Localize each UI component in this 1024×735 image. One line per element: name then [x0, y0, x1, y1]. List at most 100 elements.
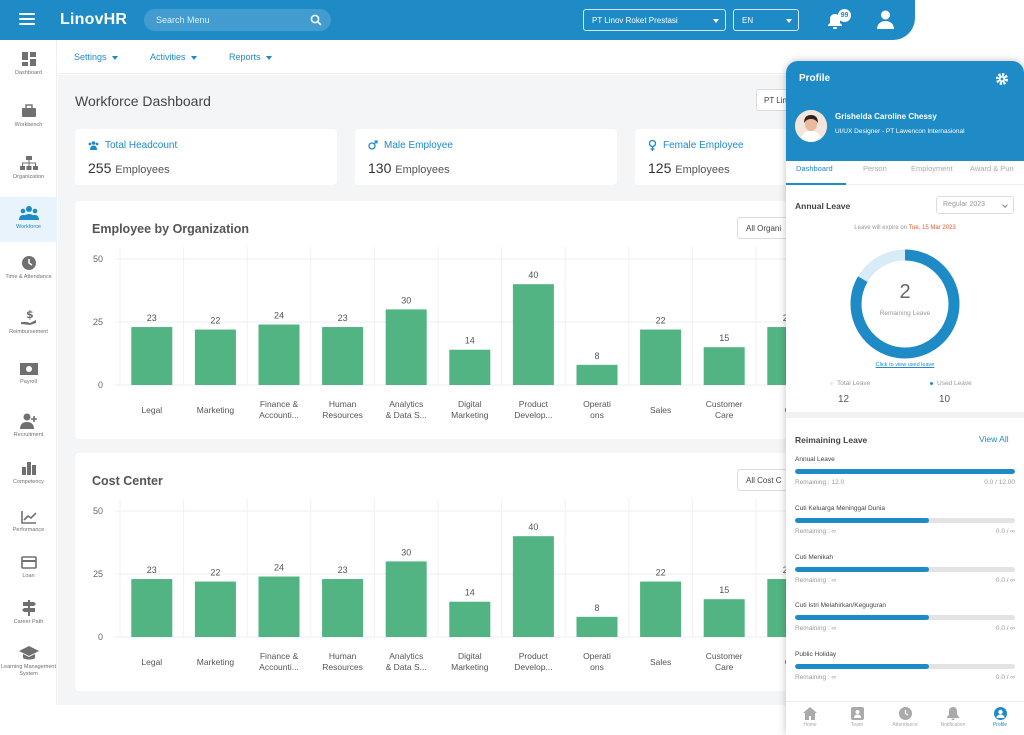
annual-leave-label: Annual Leave: [795, 201, 851, 211]
x-tick-label: Finance &: [260, 399, 299, 409]
x-tick-label: Product: [519, 651, 549, 661]
search-input[interactable]: Search Menu: [144, 9, 331, 31]
data-label: 30: [401, 547, 411, 557]
activities-menu[interactable]: Activities: [150, 52, 197, 62]
leave-item: Cuti Istri Melahirkan/Keguguran Remaining…: [795, 602, 1015, 632]
nav-team[interactable]: Team: [833, 707, 881, 728]
sidebar-item-label: Workforce: [16, 224, 41, 230]
x-tick-label: Legal: [141, 657, 162, 667]
sidebar-item-time-attendance[interactable]: Time & Attendance: [0, 255, 57, 295]
sidebar-item-dashboard[interactable]: Dashboard: [0, 48, 57, 88]
sidebar-item-workforce[interactable]: Workforce: [0, 197, 57, 242]
remaining-leave-label: Remaining Leave: [879, 310, 931, 317]
card-value: 255: [88, 160, 112, 176]
bar: [703, 599, 745, 637]
data-label: 15: [719, 333, 729, 343]
menu-icon[interactable]: [19, 13, 35, 25]
svg-text:$: $: [26, 308, 34, 321]
sidebar-item-label: Organization: [12, 174, 45, 180]
leave-used: 0.0 / ∞: [995, 625, 1015, 633]
chevron-down-icon: [786, 19, 792, 23]
sidebar-item-loan[interactable]: Loan: [0, 556, 57, 596]
x-tick-label: Develop...: [514, 410, 552, 420]
company-select[interactable]: PT Linov Roket Prestasi: [583, 9, 726, 31]
summary-card-female-employee: Female Employee 125 Employees: [635, 129, 795, 185]
nav-home[interactable]: Home: [786, 707, 834, 728]
language-select-value: EN: [742, 16, 754, 25]
sidebar-item-recruitment[interactable]: Recruitment: [0, 413, 57, 453]
workforce-icon: [18, 206, 39, 220]
tab-dashboard[interactable]: Dashboard: [796, 164, 833, 173]
used-leave-legend: Used Leave: [930, 380, 972, 387]
sidebar-item-career-path[interactable]: Career Path: [0, 600, 57, 640]
nav-profile[interactable]: Profile: [976, 707, 1024, 728]
nav-notification[interactable]: Notification: [929, 707, 977, 728]
bar: [131, 327, 173, 385]
leave-remaining: Remaining : ∞: [795, 625, 837, 633]
card-unit: Employees: [115, 164, 170, 176]
language-select[interactable]: EN: [733, 9, 799, 31]
bar: [512, 536, 554, 637]
leave-name: Cuti Keluarga Meninggal Dunia: [795, 504, 885, 512]
leave-progress-bar: [795, 664, 1015, 670]
profile-tabs: Dashboard Person Employment Award & Pun: [786, 161, 1024, 185]
x-tick-label: & Data S...: [386, 662, 427, 672]
user-icon[interactable]: [877, 10, 894, 29]
settings-menu[interactable]: Settings: [74, 52, 118, 62]
leave-item: Annual Leave Remaining : 12.0 0.0 / 12.00: [795, 456, 1015, 486]
leave-period-select[interactable]: Regular 2023: [936, 196, 1014, 214]
tab-employment[interactable]: Employment: [911, 164, 953, 173]
x-tick-label: Develop...: [514, 662, 552, 672]
profile-panel: Profile Grishelda Caroline Chessy UI/UX …: [786, 61, 1024, 735]
team-icon: [850, 707, 864, 720]
sidebar-item-reimbursement[interactable]: $ Reimbursement: [0, 308, 57, 348]
chevron-down-icon: [111, 55, 118, 60]
remaining-leave-count: 2: [899, 281, 911, 303]
tab-person[interactable]: Person: [863, 164, 887, 173]
data-label: 23: [338, 313, 348, 323]
data-label: 23: [147, 565, 157, 575]
x-tick-label: ons: [590, 410, 604, 420]
sidebar-item-label: Dashboard: [15, 70, 42, 76]
search-icon[interactable]: [310, 14, 322, 26]
notification-badge: 99: [838, 9, 851, 22]
sidebar-item-competency[interactable]: Competency: [0, 460, 57, 500]
total-leave-value: 12: [838, 394, 850, 405]
leave-progress-bar: [795, 469, 1015, 474]
data-label: 22: [210, 568, 220, 578]
nav-attendance[interactable]: Attendance: [881, 707, 929, 728]
leave-item: Cuti Keluarga Meninggal Dunia Remaining :…: [795, 505, 1015, 535]
leave-remaining: Remaining : ∞: [795, 576, 837, 584]
sidebar-item-performance[interactable]: Performance: [0, 510, 57, 550]
people-icon: [88, 141, 99, 150]
data-label: 22: [210, 316, 220, 326]
profile-header: Profile Grishelda Caroline Chessy UI/UX …: [786, 61, 1024, 161]
sidebar-item-learning-management-system[interactable]: Learning Management System: [0, 645, 57, 695]
leave-progress-bar: [795, 615, 1015, 621]
x-tick-label: Resources: [322, 410, 363, 420]
view-all-link[interactable]: View All: [979, 434, 1009, 444]
sidebar-item-organization[interactable]: Organization: [0, 152, 57, 192]
x-tick-label: Digital: [458, 399, 482, 409]
gear-icon[interactable]: [995, 72, 1009, 86]
tab-award[interactable]: Award & Pun: [970, 164, 1014, 173]
sidebar-item-payroll[interactable]: Payroll: [0, 362, 57, 402]
x-tick-label: Product: [519, 399, 549, 409]
leave-progress-bar: [795, 566, 1015, 572]
bottom-navigation: Home Team Attendance Notification Profil…: [786, 701, 1024, 735]
sidebar-item-label: Learning Management System: [0, 664, 57, 677]
cost-center-card: 0 25 50 23 Legal 22 Marketing 24 Finance & Accoun…: [75, 453, 797, 691]
view-used-leave-link[interactable]: Click to view used leave: [875, 362, 935, 368]
sidebar-item-workbench[interactable]: Workbench: [0, 100, 57, 140]
avatar: [795, 110, 827, 142]
bar: [576, 364, 618, 385]
annual-leave-section: Annual Leave Regular 2023 Leave will exp…: [786, 186, 1024, 418]
x-tick-label: Care: [715, 410, 734, 420]
bar: [258, 576, 300, 637]
search-placeholder: Search Menu: [156, 15, 210, 25]
reports-menu[interactable]: Reports: [229, 52, 272, 62]
leave-remaining: Remaining : ∞: [795, 527, 837, 535]
sub-navigation: Settings Activities Reports: [58, 40, 788, 74]
leave-expiry: Leave will expire on Tue, 15 Mar 2023: [854, 225, 956, 231]
top-bar: LinovHR Search Menu PT Linov Roket Prest…: [0, 0, 915, 40]
